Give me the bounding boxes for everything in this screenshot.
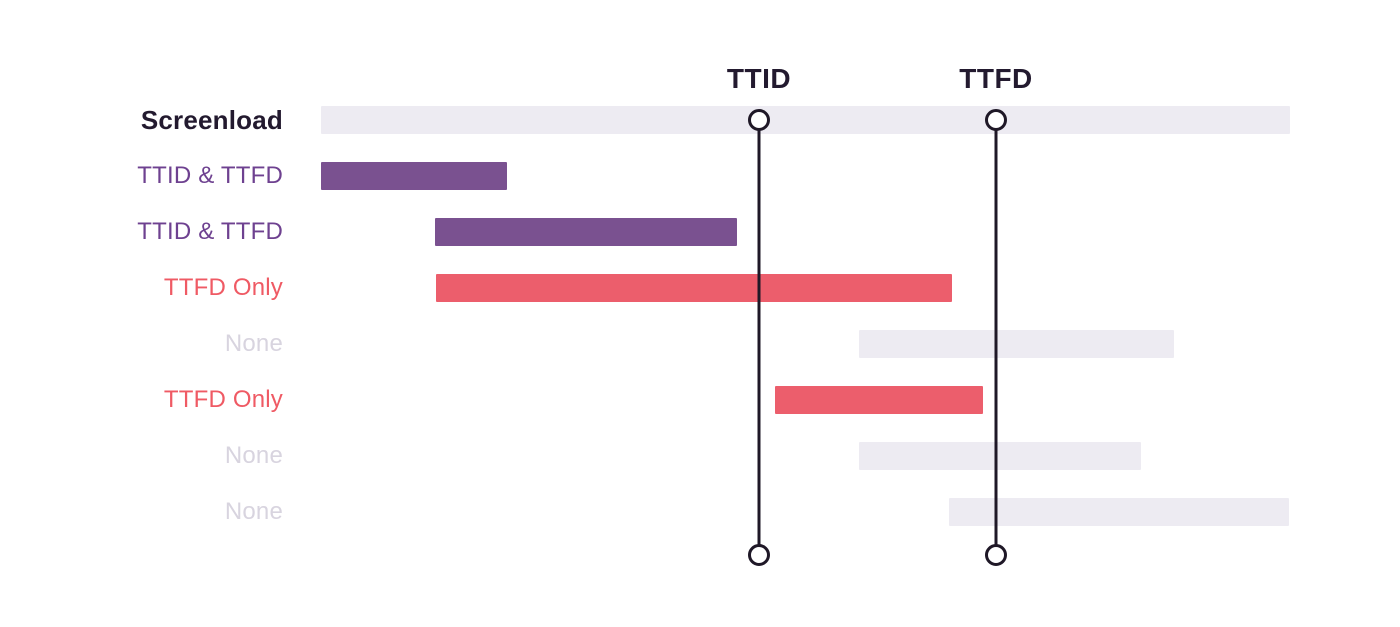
span-bar (859, 330, 1174, 358)
span-row: None (0, 442, 1400, 470)
time-marker-line (757, 120, 761, 555)
span-bar (435, 218, 737, 246)
time-marker-label: TTFD (959, 63, 1033, 94)
time-marker-line (994, 120, 998, 555)
span-row-label: TTFD Only (163, 386, 283, 413)
span-row: None (0, 330, 1400, 358)
time-marker-start-circle (985, 109, 1007, 131)
span-row: None (0, 498, 1400, 526)
span-row-label: None (224, 498, 283, 525)
span-row-label: None (224, 330, 283, 357)
time-marker-end-circle (748, 544, 770, 566)
span-row-label: None (224, 442, 283, 469)
span-row-label: TTID & TTFD (137, 162, 283, 189)
span-row: TTID & TTFD (0, 162, 1400, 190)
span-row: TTFD Only (0, 274, 1400, 302)
time-marker-label: TTID (726, 63, 792, 94)
time-marker-start-circle (748, 109, 770, 131)
span-row: Screenload (0, 106, 1400, 134)
span-bar (949, 498, 1289, 526)
span-bar (859, 442, 1141, 470)
span-bar (321, 106, 1290, 134)
time-marker-end-circle (985, 544, 1007, 566)
span-row: TTFD Only (0, 386, 1400, 414)
span-bar (775, 386, 983, 414)
span-row-label: Screenload (140, 105, 283, 135)
span-row-label: TTID & TTFD (137, 218, 283, 245)
span-bar (436, 274, 952, 302)
span-row-label: TTFD Only (163, 274, 283, 301)
span-row: TTID & TTFD (0, 218, 1400, 246)
span-bar (321, 162, 507, 190)
